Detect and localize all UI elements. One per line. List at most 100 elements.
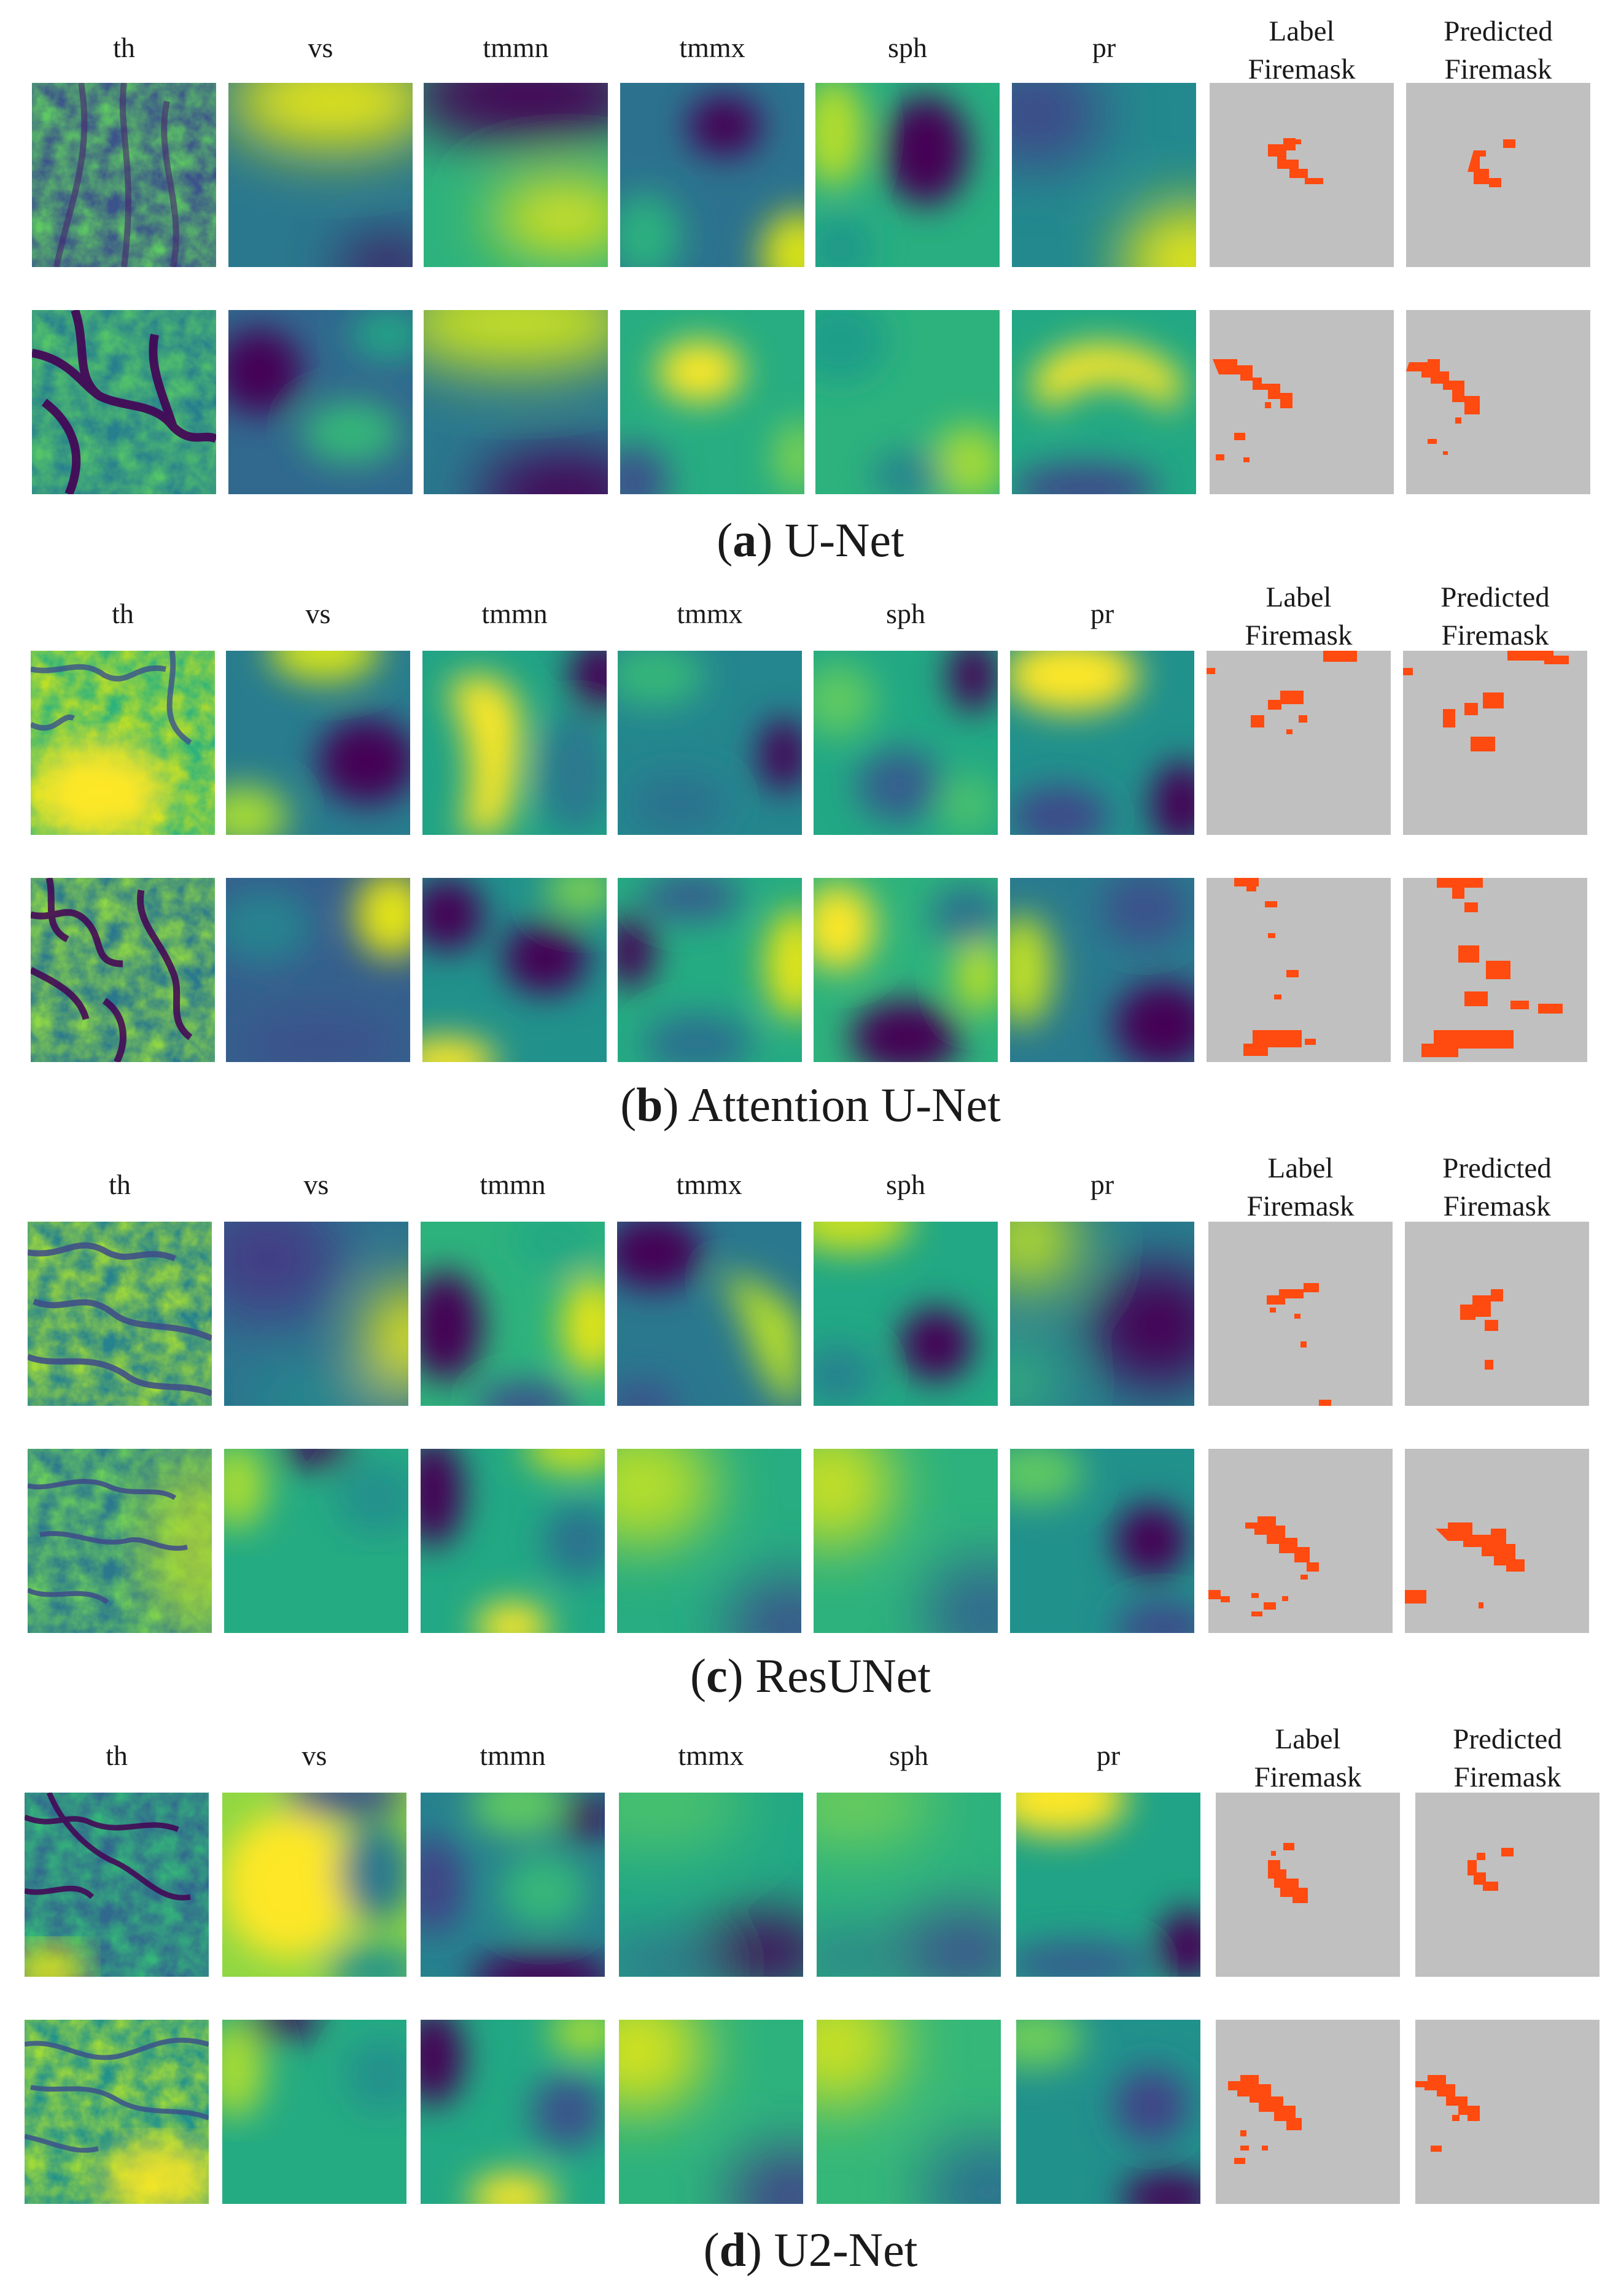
pred-line1: Predicted (1440, 581, 1550, 613)
label-firemask (1210, 83, 1394, 267)
heatmap-vs (224, 1449, 408, 1633)
label-firemask (1216, 1793, 1400, 1977)
col-label-vs: vs (308, 32, 333, 63)
pred-line2: Firemask (1443, 1190, 1551, 1222)
col-label-th: th (112, 598, 134, 629)
label-line2: Firemask (1246, 1190, 1355, 1222)
heatmap-pr (1012, 83, 1196, 267)
caption-a: (a) U-Net (717, 513, 904, 567)
heatmap-vs (222, 2020, 406, 2204)
col-label-sph: sph (888, 32, 927, 63)
label-firemask (1207, 651, 1391, 835)
col-label-label-firemask: Label Firemask (1210, 12, 1394, 88)
col-label-tmmn: tmmn (481, 598, 548, 629)
heatmap-tmmx (620, 310, 804, 494)
heatmap-sph (817, 2020, 1001, 2204)
heatmap-tmmx (619, 1793, 803, 1977)
label-line2: Firemask (1254, 1761, 1362, 1793)
heatmap-pr (1010, 1449, 1194, 1633)
heatmap-th (32, 310, 216, 494)
col-label-tmmx: tmmx (676, 1169, 742, 1200)
caption-b: (b) Attention U-Net (620, 1078, 1001, 1131)
heatmap-tmmn (421, 1449, 605, 1633)
caption-title: U2-Net (774, 2223, 918, 2276)
label-line1: Label (1275, 1723, 1341, 1755)
pred-line2: Firemask (1453, 1761, 1561, 1793)
col-label-sph: sph (886, 598, 925, 629)
heatmap-pr (1012, 310, 1196, 494)
heatmap-tmmn (424, 83, 608, 267)
heatmap-th (32, 83, 216, 267)
col-label-sph: sph (889, 1740, 928, 1771)
label-line1: Label (1267, 1152, 1334, 1184)
heatmap-vs (222, 1793, 406, 1977)
heatmap-th (31, 651, 215, 835)
predicted-firemask (1405, 1449, 1589, 1633)
heatmap-tmmx (617, 1449, 801, 1633)
col-label-tmmx: tmmx (678, 1740, 744, 1771)
caption-title: ResUNet (755, 1649, 931, 1702)
heatmap-vs (226, 878, 410, 1062)
caption-title: U-Net (784, 513, 904, 567)
col-label-tmmn: tmmn (480, 1169, 546, 1200)
col-label-tmmx: tmmx (677, 598, 743, 629)
col-label-tmmn: tmmn (480, 1740, 546, 1771)
heatmap-sph (814, 651, 998, 835)
label-firemask (1216, 2020, 1400, 2204)
heatmap-tmmx (618, 878, 802, 1062)
col-label-vs: vs (305, 598, 331, 629)
heatmap-sph (815, 83, 1000, 267)
col-label-predicted-firemask: Predicted Firemask (1405, 1149, 1589, 1225)
col-label-th: th (113, 32, 135, 63)
pred-line1: Predicted (1444, 15, 1553, 47)
col-label-predicted-firemask: Predicted Firemask (1403, 578, 1587, 654)
label-line1: Label (1269, 15, 1335, 47)
heatmap-tmmx (619, 2020, 803, 2204)
label-firemask (1208, 1222, 1393, 1406)
heatmap-th (25, 1793, 209, 1977)
predicted-firemask (1403, 651, 1587, 835)
col-label-tmmn: tmmn (483, 32, 549, 63)
col-label-vs: vs (301, 1740, 327, 1771)
heatmap-pr (1010, 651, 1194, 835)
predicted-firemask (1415, 1793, 1600, 1977)
heatmap-sph (814, 1449, 998, 1633)
heatmap-tmmn (422, 878, 607, 1062)
heatmap-sph (814, 878, 998, 1062)
caption-title: Attention U-Net (688, 1078, 1001, 1131)
panel-b: th vs tmmn tmmx sph pr Label Firemask Pre… (0, 571, 1621, 1142)
heatmap-tmmn (421, 1222, 605, 1406)
predicted-firemask (1406, 83, 1590, 267)
col-label-pr: pr (1090, 598, 1114, 629)
predicted-firemask (1405, 1222, 1589, 1406)
label-line2: Firemask (1245, 619, 1353, 651)
heatmap-tmmx (617, 1222, 801, 1406)
pred-line2: Firemask (1441, 619, 1549, 651)
col-label-sph: sph (886, 1169, 925, 1200)
heatmap-sph (817, 1793, 1001, 1977)
col-label-vs: vs (303, 1169, 329, 1200)
panel-c: th vs tmmn tmmx sph pr Label Firemask Pre… (0, 1142, 1621, 1713)
heatmap-vs (228, 83, 413, 267)
heatmap-pr (1016, 2020, 1200, 2204)
label-firemask (1210, 310, 1394, 494)
label-firemask (1208, 1449, 1393, 1633)
pred-line1: Predicted (1453, 1723, 1562, 1755)
col-label-pr: pr (1092, 32, 1116, 63)
col-label-predicted-firemask: Predicted Firemask (1406, 12, 1590, 88)
heatmap-th (28, 1222, 212, 1406)
pred-line1: Predicted (1442, 1152, 1552, 1184)
heatmap-vs (228, 310, 413, 494)
heatmap-th (28, 1449, 212, 1633)
caption-letter: a (733, 513, 757, 567)
col-label-predicted-firemask: Predicted Firemask (1415, 1720, 1600, 1796)
heatmap-tmmn (422, 651, 607, 835)
col-label-label-firemask: Label Firemask (1216, 1720, 1400, 1796)
caption-c: (c) ResUNet (690, 1649, 931, 1702)
heatmap-pr (1010, 1222, 1194, 1406)
heatmap-tmmn (421, 1793, 605, 1977)
caption-letter: c (706, 1649, 728, 1702)
caption-letter: b (636, 1078, 663, 1131)
heatmap-tmmn (424, 310, 608, 494)
predicted-firemask (1403, 878, 1587, 1062)
